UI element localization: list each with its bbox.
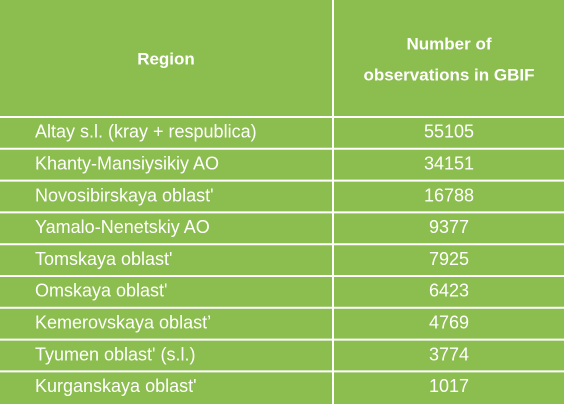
region-cell: Khanty-Mansiysikiy AO — [35, 153, 219, 173]
region-cell: Tyumen oblast' (s.l.) — [35, 344, 196, 364]
count-cell: 55105 — [424, 122, 474, 142]
count-cell: 4769 — [429, 312, 469, 332]
region-cell: Kemerovskaya oblast’ — [35, 312, 211, 332]
header-cell: Number of — [407, 34, 492, 53]
count-cell: 6423 — [429, 281, 469, 301]
region-cell: Yamalo-Nenetskiy AO — [35, 217, 210, 237]
count-cell: 3774 — [429, 344, 469, 364]
count-cell: 34151 — [424, 153, 474, 173]
count-cell: 7925 — [429, 249, 469, 269]
region-cell: Omskaya oblast' — [35, 281, 168, 301]
region-cell: Tomskaya oblast' — [35, 249, 173, 269]
region-cell: Altay s.l. (kray + respublica) — [35, 122, 257, 142]
header-cell: observations in GBIF — [364, 65, 535, 84]
region-cell: Kurganskaya oblast' — [35, 376, 197, 396]
header-cell: Region — [137, 49, 195, 68]
count-cell: 9377 — [429, 217, 469, 237]
count-cell: 1017 — [429, 376, 469, 396]
region-cell: Novosibirskaya oblast' — [35, 185, 214, 205]
count-cell: 16788 — [424, 185, 474, 205]
